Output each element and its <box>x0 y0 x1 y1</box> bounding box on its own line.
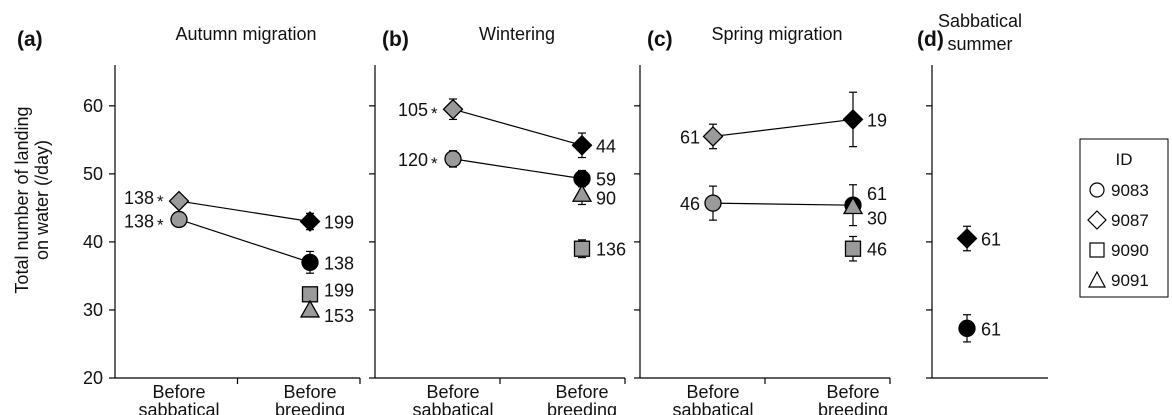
sample-size-label: 19 <box>867 110 887 130</box>
x-category-label: breeding <box>275 400 345 415</box>
x-category-label: Before <box>555 382 608 402</box>
sample-size-label: 61 <box>867 184 887 204</box>
series-line-9087 <box>178 200 311 223</box>
data-point-9091 <box>299 299 321 318</box>
data-point-9083 <box>444 150 462 168</box>
data-point-9087 <box>168 190 190 212</box>
data-point-9083 <box>704 194 722 212</box>
series-line-9087 <box>712 118 854 138</box>
data-point-9090 <box>573 240 591 257</box>
panel-c: (c) Spring migrationBeforesabbaticalBefor… <box>634 24 891 415</box>
y-tick-label: 40 <box>83 232 103 252</box>
sample-size-label: 105 <box>398 100 428 120</box>
legend-triangle-marker <box>1088 270 1106 288</box>
panel-label: (d) <box>917 28 944 51</box>
series-line-9083 <box>178 218 311 263</box>
panel-label: (a) <box>17 28 43 51</box>
data-point-9087 <box>956 228 978 249</box>
sample-size-label: 61 <box>981 230 1001 250</box>
x-category-label: Before <box>826 382 879 402</box>
sample-size-label: 120 <box>398 150 428 170</box>
sample-size-label: 138 <box>324 253 354 273</box>
chart-panels: (a) Autumn migration2030405060Beforesabba… <box>17 11 1048 415</box>
sample-size-label: 90 <box>596 188 616 208</box>
panel-title: Sabbatical <box>938 11 1022 31</box>
panel-a: (a) Autumn migration2030405060Beforesabba… <box>17 24 361 415</box>
legend-entry-9090: 9090 <box>1089 241 1149 260</box>
y-tick-label: 20 <box>83 368 103 388</box>
legend-entry-label: 9091 <box>1111 271 1149 290</box>
panel-title: Spring migration <box>711 24 842 44</box>
sample-size-label: 59 <box>596 170 616 190</box>
data-point-9087 <box>442 98 464 120</box>
data-point-9087 <box>842 109 864 130</box>
sample-size-label: 44 <box>596 136 616 156</box>
x-category-label: breeding <box>547 400 617 415</box>
data-point-9091 <box>842 196 864 215</box>
sample-size-label: 138 <box>124 211 154 231</box>
legend-title: ID <box>1116 150 1133 169</box>
sample-size-label: 199 <box>324 213 354 233</box>
panel-b: (b) WinteringBeforesabbaticalBeforebreedi… <box>369 24 626 415</box>
x-category-label: Before <box>686 382 739 402</box>
significance-star: * <box>431 104 438 123</box>
x-category-label: Before <box>426 382 479 402</box>
panel-title: Wintering <box>479 24 555 44</box>
data-point-9083 <box>958 319 976 337</box>
sample-size-label: 30 <box>867 209 887 229</box>
series-line-9083 <box>452 158 583 180</box>
data-point-9087 <box>702 126 724 147</box>
x-category-label: sabbatical <box>672 400 753 415</box>
data-point-9083 <box>170 210 188 229</box>
data-point-9090 <box>844 240 862 257</box>
legend-diamond-marker <box>1087 210 1107 230</box>
sample-size-label: 136 <box>596 240 626 260</box>
data-point-9091 <box>571 183 593 202</box>
significance-star: * <box>431 154 438 173</box>
data-point-9090 <box>301 286 319 303</box>
significance-star: * <box>157 215 164 234</box>
y-axis-label-line-2: on water (/day) <box>32 140 52 260</box>
legend-entry-9083: 9083 <box>1089 181 1149 200</box>
series-line-9083 <box>712 202 854 206</box>
sample-size-label: 199 <box>324 280 354 300</box>
panel-d: (d)Sabbatical summer 61 61 <box>917 11 1048 379</box>
legend-entry-9091: 9091 <box>1088 270 1149 290</box>
series-line-9087 <box>452 108 583 146</box>
panel-label: (c) <box>647 28 673 51</box>
legend-entry-label: 9087 <box>1111 211 1149 230</box>
data-point-9087 <box>299 211 321 232</box>
legend-entry-label: 9090 <box>1111 241 1149 260</box>
sample-size-label: 61 <box>981 319 1001 339</box>
y-axis-label-line-1: Total number of landing <box>12 106 32 293</box>
legend: ID 9083 9087 9090 9091 <box>1079 138 1169 298</box>
legend-circle-marker <box>1089 182 1105 198</box>
sample-size-label: 61 <box>680 127 700 147</box>
panel-label: (b) <box>382 28 409 51</box>
y-tick-label: 30 <box>83 300 103 320</box>
sample-size-label: 153 <box>324 306 354 326</box>
x-category-label: breeding <box>818 400 888 415</box>
legend-entry-label: 9083 <box>1111 181 1149 200</box>
sample-size-label: 46 <box>680 194 700 214</box>
x-category-label: sabbatical <box>138 400 219 415</box>
sample-size-label: 46 <box>867 240 887 260</box>
data-point-9087 <box>571 134 593 156</box>
panel-title: Autumn migration <box>175 24 316 44</box>
data-point-9083 <box>301 253 319 271</box>
significance-star: * <box>157 192 164 211</box>
x-category-label: Before <box>283 382 336 402</box>
legend-square-marker <box>1089 242 1105 258</box>
sample-size-label: 138 <box>124 188 154 208</box>
panel-title: summer <box>947 34 1012 54</box>
legend-entry-9087: 9087 <box>1087 210 1149 230</box>
y-tick-label: 60 <box>83 96 103 116</box>
y-tick-label: 50 <box>83 164 103 184</box>
x-category-label: Before <box>152 382 205 402</box>
x-category-label: sabbatical <box>412 400 493 415</box>
